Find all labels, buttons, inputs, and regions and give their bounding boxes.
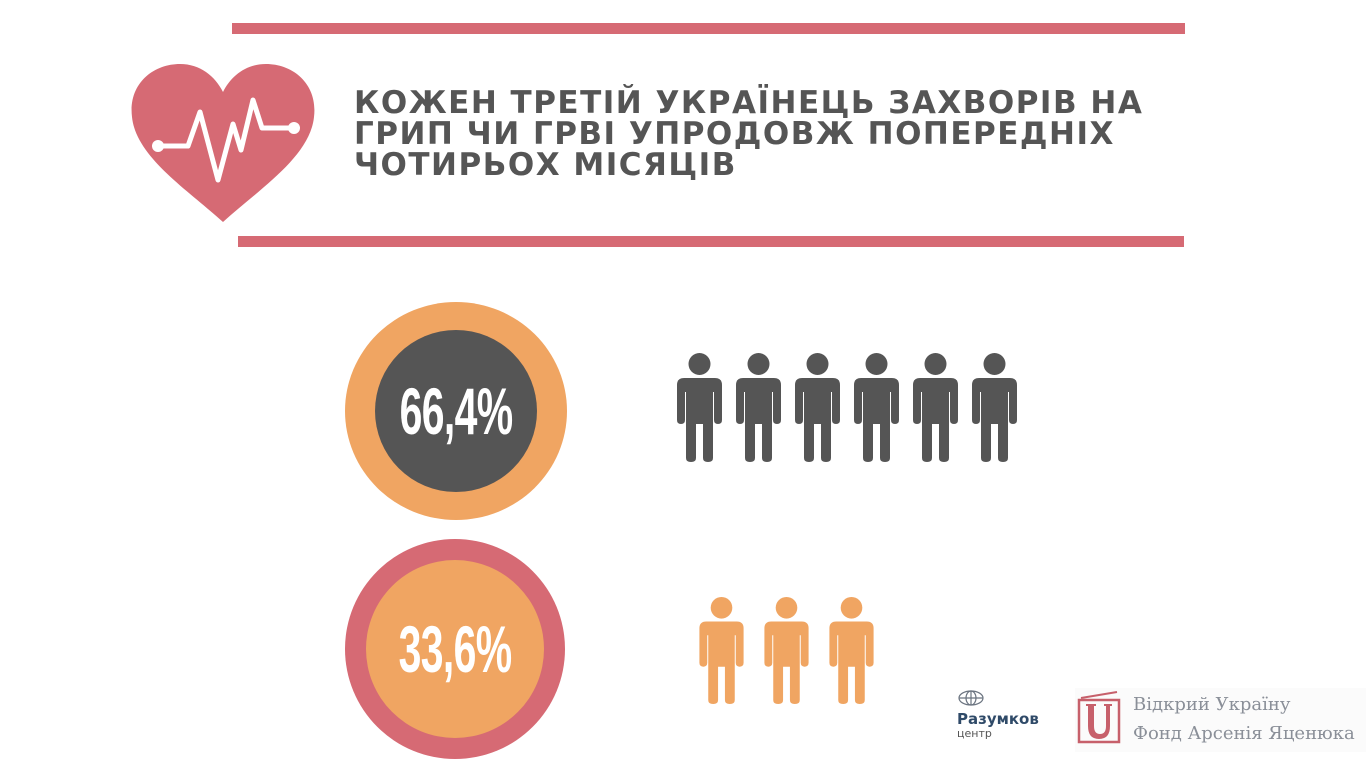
globe-icon	[958, 690, 984, 706]
person-icon	[677, 353, 722, 462]
razumkov-sub: центр	[957, 727, 992, 740]
stat-inner-circle: 33,6%	[366, 560, 544, 738]
fund-line-1: Відкрий Україну	[1133, 694, 1291, 715]
title-line: ЧОТИРЬОХ МІСЯЦІВ	[354, 147, 737, 183]
razumkov-logo: Разумков центр	[957, 690, 1047, 750]
person-icon	[764, 596, 809, 704]
stat-ring-sick: 33,6%	[345, 539, 565, 759]
people-group-gray	[677, 352, 1017, 462]
stat-percentage: 66,4%	[399, 374, 514, 448]
top-divider-bar	[232, 23, 1185, 34]
title-line: ГРИП ЧИ ГРВІ УПРОДОВЖ ПОПЕРЕДНІХ	[354, 116, 1115, 152]
stat-inner-circle: 66,4%	[375, 330, 537, 492]
fund-line-2: Фонд Арсенія Яценюка	[1133, 723, 1355, 744]
bottom-divider-bar	[238, 236, 1184, 247]
person-icon	[829, 596, 874, 704]
person-icon	[854, 353, 899, 462]
person-icon	[972, 353, 1017, 462]
heart-pulse-icon	[131, 64, 315, 222]
fund-logo: Відкрий Україну Фонд Арсенія Яценюка	[1075, 688, 1366, 752]
people-group-orange	[699, 596, 874, 704]
stat-percentage: 33,6%	[398, 612, 513, 686]
razumkov-name: Разумков	[957, 710, 1039, 728]
page-title: КОЖЕН ТРЕТІЙ УКРАЇНЕЦЬ ЗАХВОРІВ НА ГРИП …	[354, 88, 1174, 181]
person-icon	[913, 353, 958, 462]
title-line: КОЖЕН ТРЕТІЙ УКРАЇНЕЦЬ ЗАХВОРІВ НА	[354, 85, 1144, 121]
person-icon	[699, 596, 744, 704]
person-icon	[795, 353, 840, 462]
person-icon	[736, 353, 781, 462]
stat-ring-sick-never: 66,4%	[345, 302, 567, 520]
u-book-logo-icon	[1077, 691, 1121, 744]
